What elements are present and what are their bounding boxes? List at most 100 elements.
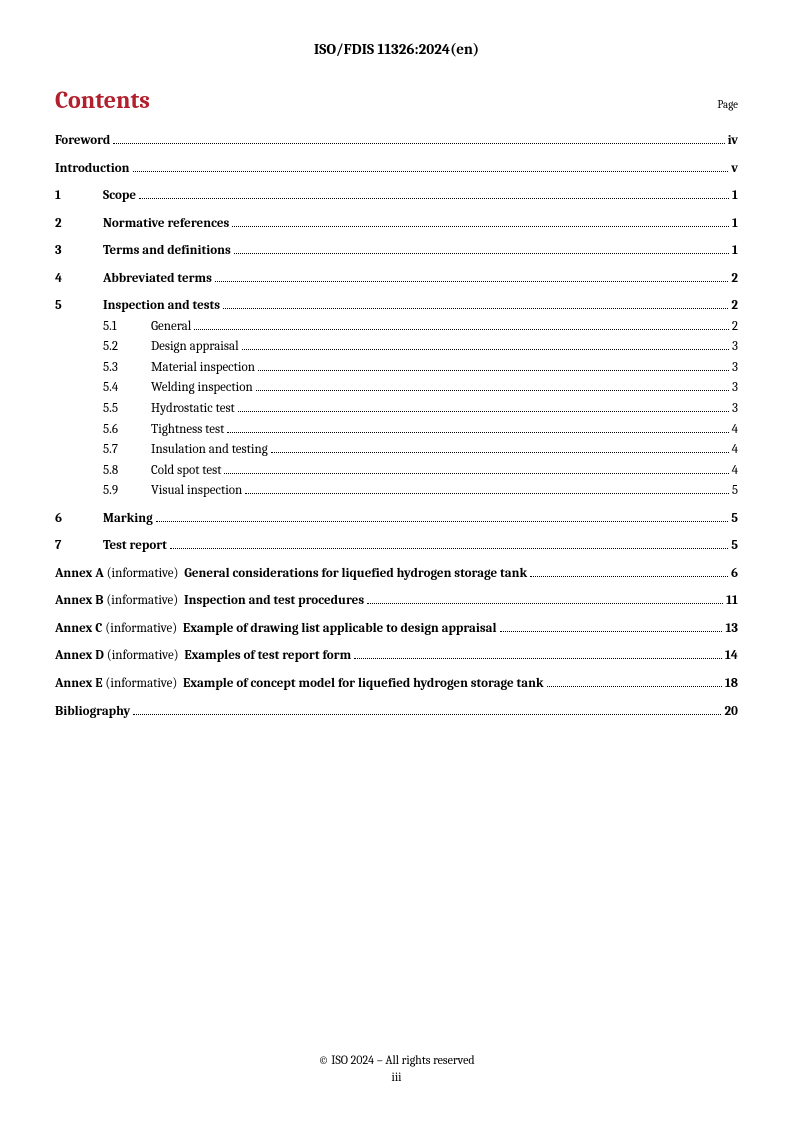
toc-leader <box>170 538 728 550</box>
toc-label: Cold spot test <box>151 462 221 480</box>
page-number: iii <box>0 1070 793 1084</box>
toc-leader <box>232 215 729 227</box>
toc-page: 18 <box>725 675 738 693</box>
annex-informative: (informative) <box>105 621 177 636</box>
toc-label: Annex A (informative) General considerat… <box>55 565 527 583</box>
toc-annex-a: Annex A (informative) General considerat… <box>55 565 738 583</box>
toc-number: 6 <box>55 510 103 528</box>
toc-leader <box>133 703 721 715</box>
toc-page: 4 <box>732 441 738 459</box>
toc-section-5-7: 5.7 Insulation and testing 4 <box>55 441 738 459</box>
toc-leader <box>139 187 729 199</box>
toc-label: Insulation and testing <box>151 441 268 459</box>
annex-title: Inspection and test procedures <box>184 593 364 608</box>
toc-page: 2 <box>732 318 738 336</box>
annex-title: General considerations for liquefied hyd… <box>184 566 527 581</box>
toc-leader <box>227 421 728 433</box>
annex-prefix: Annex D <box>55 648 104 663</box>
toc-leader <box>367 593 723 605</box>
toc-leader <box>500 620 723 632</box>
toc-section-6: 6 Marking 5 <box>55 510 738 528</box>
toc-label: Design appraisal <box>151 338 239 356</box>
toc-leader <box>156 510 728 522</box>
toc-page: 5 <box>731 537 738 555</box>
contents-heading-row: Contents Page <box>55 86 738 114</box>
toc-section-5-4: 5.4 Welding inspection 3 <box>55 379 738 397</box>
annex-informative: (informative) <box>105 676 177 691</box>
toc-label: Terms and definitions <box>103 242 231 260</box>
toc-page: 3 <box>732 379 738 397</box>
toc-label: Welding inspection <box>151 379 253 397</box>
toc-page: 3 <box>732 359 738 377</box>
toc-page: 14 <box>725 647 738 665</box>
toc-page: 1 <box>732 215 738 233</box>
toc-page: 1 <box>732 242 738 260</box>
annex-prefix: Annex C <box>55 621 102 636</box>
toc-leader <box>245 483 729 495</box>
toc-number: 1 <box>55 187 103 205</box>
toc-page: 2 <box>731 297 738 315</box>
annex-title: Example of drawing list applicable to de… <box>183 621 497 636</box>
toc-label: General <box>151 318 191 336</box>
toc-number: 4 <box>55 270 103 288</box>
toc-annex-e: Annex E (informative) Example of concept… <box>55 675 738 693</box>
toc-leader <box>242 339 729 351</box>
toc-section-5-2: 5.2 Design appraisal 3 <box>55 338 738 356</box>
toc-label: Introduction <box>55 160 130 178</box>
toc-number: 5.3 <box>103 359 151 377</box>
toc-label: Annex D (informative) Examples of test r… <box>55 647 351 665</box>
toc-label: Foreword <box>55 132 110 150</box>
toc-label: Hydrostatic test <box>151 400 235 418</box>
toc-leader <box>547 675 722 687</box>
toc-label: Annex B (informative) Inspection and tes… <box>55 592 364 610</box>
toc-section-7: 7 Test report 5 <box>55 537 738 555</box>
toc-number: 5.5 <box>103 400 151 418</box>
toc-number: 5.1 <box>103 318 151 336</box>
toc-page: 20 <box>724 703 738 721</box>
toc-number: 2 <box>55 215 103 233</box>
toc-leader <box>224 462 728 474</box>
toc-page: 4 <box>732 421 738 439</box>
annex-informative: (informative) <box>106 593 178 608</box>
toc-introduction: Introduction v <box>55 160 738 178</box>
contents-title: Contents <box>55 86 150 114</box>
toc-label: Annex E (informative) Example of concept… <box>55 675 544 693</box>
toc-foreword: Foreword iv <box>55 132 738 150</box>
annex-informative: (informative) <box>107 566 179 581</box>
toc-label: Scope <box>103 187 136 205</box>
toc-page: 4 <box>732 462 738 480</box>
toc-leader <box>113 132 724 144</box>
toc-section-1: 1 Scope 1 <box>55 187 738 205</box>
toc-number: 5.8 <box>103 462 151 480</box>
toc-section-5: 5 Inspection and tests 2 <box>55 297 738 315</box>
toc-number: 7 <box>55 537 103 555</box>
toc-number: 3 <box>55 242 103 260</box>
toc-page: 13 <box>725 620 738 638</box>
toc-leader <box>238 400 729 412</box>
toc-leader <box>530 565 728 577</box>
toc-section-3: 3 Terms and definitions 1 <box>55 242 738 260</box>
toc-number: 5.7 <box>103 441 151 459</box>
toc-label: Tightness test <box>151 421 224 439</box>
toc-label: Annex C (informative) Example of drawing… <box>55 620 497 638</box>
toc-section-5-8: 5.8 Cold spot test 4 <box>55 462 738 480</box>
toc-label: Inspection and tests <box>103 297 220 315</box>
toc-page: 3 <box>732 338 738 356</box>
annex-prefix: Annex A <box>55 566 104 581</box>
toc-leader <box>271 441 729 453</box>
toc-label: Abbreviated terms <box>103 270 212 288</box>
toc-page: 3 <box>732 400 738 418</box>
copyright-text: © ISO 2024 – All rights reserved <box>0 1053 793 1067</box>
table-of-contents: Foreword iv Introduction v 1 Scope 1 2 N… <box>55 132 738 720</box>
toc-section-5-1: 5.1 General 2 <box>55 318 738 336</box>
toc-section-5-5: 5.5 Hydrostatic test 3 <box>55 400 738 418</box>
toc-section-5-3: 5.3 Material inspection 3 <box>55 359 738 377</box>
annex-prefix: Annex B <box>55 593 103 608</box>
page-footer: © ISO 2024 – All rights reserved iii <box>0 1053 793 1084</box>
toc-page: 11 <box>726 592 738 610</box>
toc-label: Normative references <box>103 215 229 233</box>
document-header: ISO/FDIS 11326:2024(en) <box>55 40 738 58</box>
toc-page: 2 <box>731 270 738 288</box>
toc-number: 5 <box>55 297 103 315</box>
toc-annex-b: Annex B (informative) Inspection and tes… <box>55 592 738 610</box>
